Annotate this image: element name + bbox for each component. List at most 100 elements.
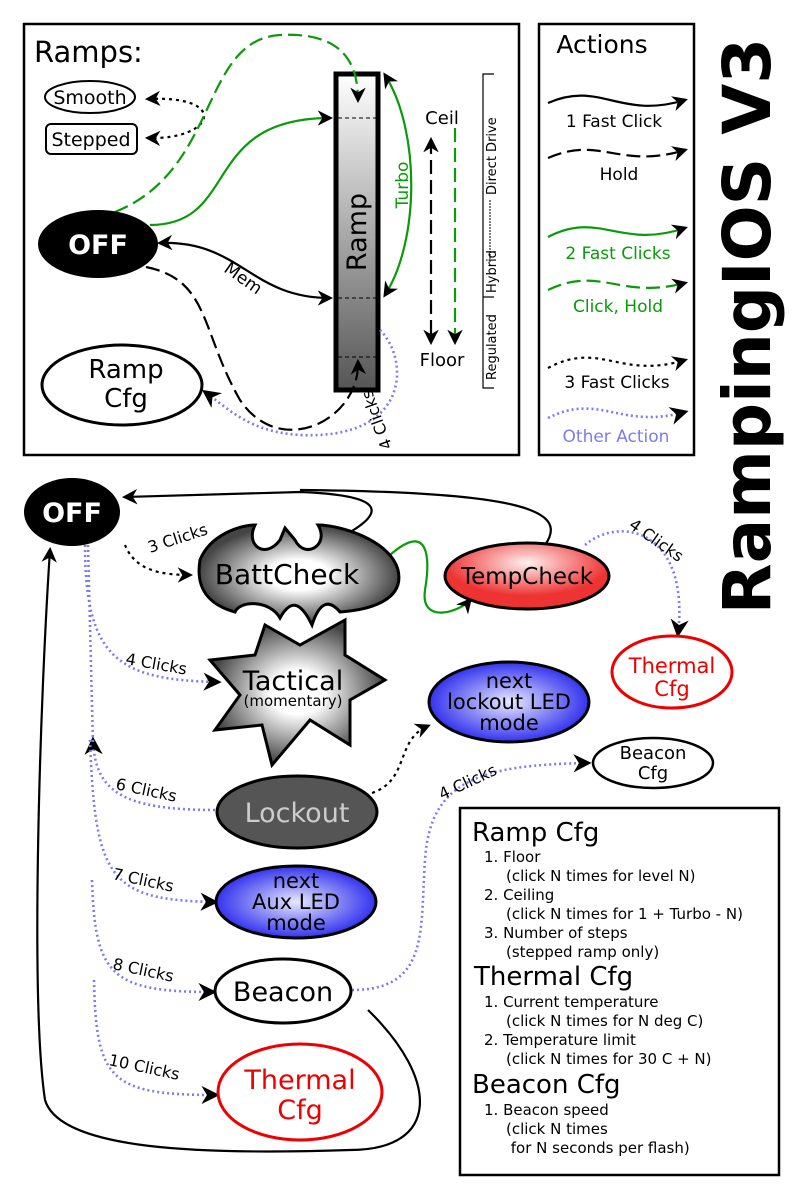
mem-label: Mem	[220, 259, 266, 299]
legend-other-action-label: Other Action	[563, 427, 670, 447]
lockout-to-off-edge	[84, 736, 216, 812]
battcheck-node[interactable]	[197, 523, 401, 630]
turbo-label: Turbo	[393, 162, 413, 210]
off-to-turbo-edge	[114, 33, 366, 214]
note-line: 1. Beacon speed	[484, 1101, 609, 1119]
ceil-label: Ceil	[425, 108, 459, 129]
ramps-panel: Ramps: Smooth Stepped Ramp Turbo Mem 4 C…	[22, 22, 521, 457]
tempcheck-label: TempCheck	[460, 564, 594, 590]
aux-led-node[interactable]	[214, 864, 378, 940]
edge-label-beacon-cfg: 4 Clicks	[436, 760, 500, 803]
beacon-cfg-heading: Beacon Cfg	[472, 1070, 621, 1100]
battcheck-to-tempcheck-edge	[389, 540, 472, 615]
battcheck-label: BattCheck	[215, 558, 360, 591]
tempcheck-to-off-edge	[299, 488, 552, 546]
note-line: (click N times	[506, 1120, 608, 1138]
note-line: (click N times for 1 + Turbo - N)	[506, 905, 743, 923]
note-line: 1. Floor	[484, 848, 541, 866]
thermal-cfg-top-label-1: Thermal	[628, 654, 715, 678]
lockout-node[interactable]	[215, 774, 379, 850]
thermal-cfg-top-label-2: Cfg	[654, 677, 689, 701]
tactical-sublabel: (momentary)	[244, 692, 343, 710]
battcheck-to-off-edge	[121, 488, 373, 536]
tempcheck-node[interactable]	[443, 541, 611, 611]
thermal-cfg-label-2: Cfg	[277, 1095, 323, 1126]
actions-legend: Actions 1 Fast Click Hold 2 Fast Clicks …	[537, 22, 696, 457]
off-hold-ramp-edge	[145, 265, 367, 431]
tactical-label: Tactical	[242, 666, 343, 697]
note-line: 1. Current temperature	[484, 993, 658, 1011]
beacon-to-off-edge	[36, 546, 422, 1153]
beacon-cfg-node[interactable]	[591, 736, 715, 790]
ramp-bar	[333, 71, 381, 393]
aux-led-label-1: next	[273, 869, 320, 893]
beacon-cfg-label-2: Cfg	[638, 763, 668, 784]
note-line: for N seconds per flash)	[506, 1139, 690, 1157]
beacon-cfg-label-1: Beacon	[620, 743, 687, 764]
lockout-led-node[interactable]	[427, 660, 591, 744]
stepped-node	[45, 123, 138, 155]
turbo-edge	[383, 72, 413, 298]
edge-label-beacon: 8 Clicks	[111, 954, 175, 985]
four-clicks-label: 4 Clicks	[357, 388, 396, 453]
smooth-node	[44, 80, 136, 114]
edge-label-thermal-cfg: 4 Clicks	[626, 515, 687, 566]
beacon-label: Beacon	[233, 977, 333, 1008]
diagram-title: RampingIOS V3	[709, 38, 786, 614]
lockout-led-label-2: lockout LED	[447, 690, 571, 714]
direct-drive-label: Direct Drive	[485, 117, 500, 195]
aux-led-label-3: mode	[266, 911, 326, 935]
regulated-label: Regulated	[485, 314, 500, 380]
ramp-cfg-edge	[202, 329, 399, 437]
off-node-top[interactable]	[38, 210, 158, 278]
ramp-cfg-label-2: Cfg	[104, 384, 148, 414]
off-to-ceil-edge	[149, 110, 334, 227]
stepped-label: Stepped	[51, 129, 130, 151]
off-label-top: OFF	[68, 230, 128, 261]
note-line: 3. Number of steps	[484, 924, 628, 942]
edge-label-thermal: 10 Clicks	[107, 1050, 181, 1084]
hybrid-label: Hybrid	[485, 250, 500, 293]
off-label: OFF	[42, 498, 102, 529]
thermal-cfg-heading: Thermal Cfg	[473, 962, 633, 992]
lockout-to-led-edge	[371, 723, 431, 795]
actions-heading: Actions	[556, 30, 647, 59]
edge-label-lockout: 6 Clicks	[114, 774, 178, 805]
off-node[interactable]	[24, 478, 120, 546]
edge-label-battcheck: 3 Clicks	[145, 520, 210, 557]
ramp-cfg-node[interactable]	[40, 343, 204, 427]
legend-other-action-line	[547, 407, 689, 425]
beacon-node[interactable]	[213, 957, 353, 1025]
smooth-stepped-edge	[144, 90, 206, 147]
aux-led-label-2: Aux LED	[252, 890, 340, 914]
lockout-led-label-3: mode	[479, 711, 539, 735]
ramp-cfg-label-1: Ramp	[88, 355, 163, 385]
note-line: (click N times for 30 C + N)	[506, 1050, 712, 1068]
legend-click-hold-line	[547, 278, 688, 294]
legend-hold-label: Hold	[600, 165, 639, 185]
note-line: (click N times for level N)	[506, 867, 696, 885]
legend-2-fast-clicks-line	[547, 224, 688, 240]
tactical-node[interactable]	[207, 617, 388, 769]
ramps-heading: Ramps:	[34, 35, 143, 69]
smooth-label: Smooth	[53, 87, 126, 109]
note-line: (stepped ramp only)	[506, 943, 659, 961]
lockout-label: Lockout	[245, 798, 350, 829]
mem-edge	[156, 234, 334, 306]
note-line: (click N times for N deg C)	[506, 1012, 703, 1030]
note-line: 2. Ceiling	[484, 886, 554, 904]
thermal-cfg-node[interactable]	[216, 1042, 384, 1142]
legend-1-fast-click-line	[547, 94, 688, 111]
off-to-aux-edge	[88, 739, 219, 911]
off-to-battcheck-edge	[123, 544, 194, 583]
config-notes: Ramp Cfg 1. Floor (click N times for lev…	[458, 806, 781, 1177]
legend-3-fast-clicks-line	[547, 356, 688, 371]
thermal-cfg-top-node[interactable]	[610, 634, 734, 710]
legend-click-hold-label: Click, Hold	[573, 297, 663, 317]
thermal-cfg-label-1: Thermal	[243, 1065, 355, 1096]
edge-label-tactical: 4 Clicks	[124, 649, 188, 678]
legend-2-fast-clicks-label: 2 Fast Clicks	[565, 244, 670, 264]
note-line: 2. Temperature limit	[484, 1031, 636, 1049]
legend-1-fast-click-label: 1 Fast Click	[566, 112, 662, 132]
